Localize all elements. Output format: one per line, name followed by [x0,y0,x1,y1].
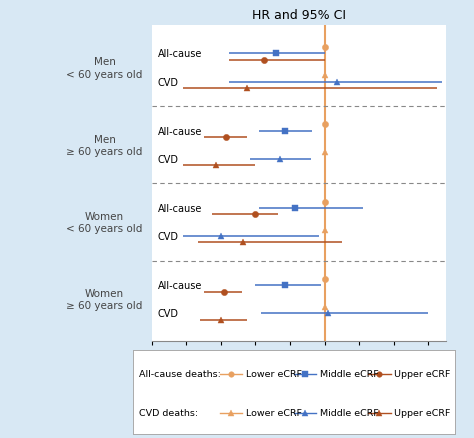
Text: All-cause: All-cause [157,127,202,136]
Text: CVD deaths:: CVD deaths: [139,408,198,417]
Text: Women
≥ 60 years old: Women ≥ 60 years old [66,288,143,311]
Text: All-cause: All-cause [157,281,202,290]
Text: All-cause deaths:: All-cause deaths: [139,369,221,378]
Title: HR and 95% CI: HR and 95% CI [252,9,346,22]
Text: CVD: CVD [157,155,179,164]
Text: Middle eCRF: Middle eCRF [319,408,378,417]
Text: All-cause: All-cause [157,49,202,59]
Text: CVD: CVD [157,309,179,318]
Text: Upper eCRF: Upper eCRF [394,369,450,378]
Text: Lower eCRF: Lower eCRF [246,369,301,378]
Text: All-cause: All-cause [157,204,202,213]
Text: Middle eCRF: Middle eCRF [319,369,378,378]
Text: CVD: CVD [157,78,179,87]
Text: Women
< 60 years old: Women < 60 years old [66,211,143,234]
Text: Lower eCRF: Lower eCRF [246,408,301,417]
Text: Upper eCRF: Upper eCRF [394,408,450,417]
Text: CVD: CVD [157,232,179,241]
Text: Men
< 60 years old: Men < 60 years old [66,57,143,80]
Text: Men
≥ 60 years old: Men ≥ 60 years old [66,134,143,157]
